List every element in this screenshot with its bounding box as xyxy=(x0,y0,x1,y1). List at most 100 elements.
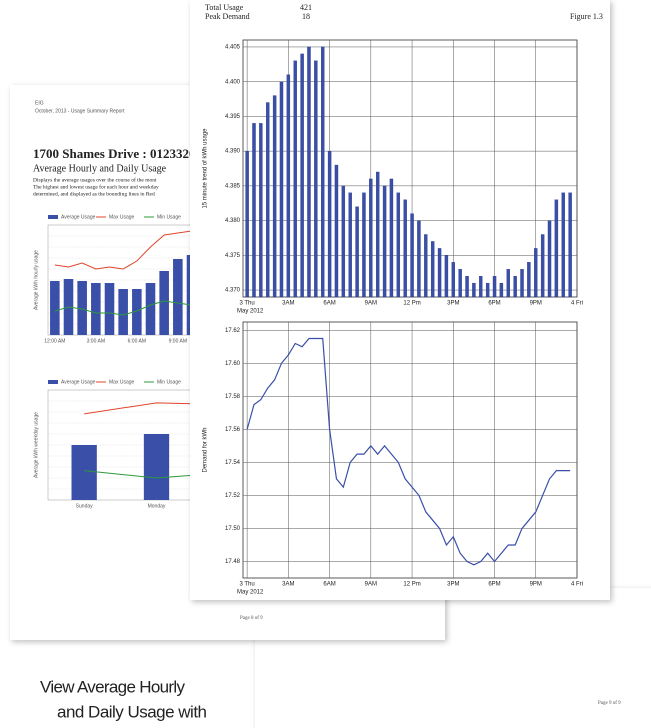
bar xyxy=(327,150,332,298)
peak-demand-label: Peak Demand xyxy=(205,12,250,21)
figure-label: Figure 1.3 xyxy=(570,12,603,21)
x-tick-label: 3PM xyxy=(447,582,459,588)
legend-label: Average Usage xyxy=(61,379,96,385)
bar xyxy=(334,164,339,298)
bar xyxy=(499,282,504,298)
bar xyxy=(104,283,115,335)
bar xyxy=(547,220,552,298)
bar xyxy=(341,185,346,298)
x-tick-label: 6AM xyxy=(323,301,335,307)
y-tick-label: 17.58 xyxy=(225,394,241,400)
y-axis-label: Demand for kWh xyxy=(203,427,209,472)
bar xyxy=(50,281,60,335)
x-tick-label: 3AM xyxy=(282,301,294,307)
bar xyxy=(286,74,291,298)
total-usage: 421 xyxy=(300,3,312,12)
bar xyxy=(307,46,311,298)
bar xyxy=(245,150,249,298)
x-tick-label: 3 Thu xyxy=(240,301,255,307)
bar xyxy=(321,46,325,298)
legend-swatch xyxy=(48,380,58,384)
paragraph-line: Displays the average usages over the cou… xyxy=(33,176,157,183)
bar xyxy=(77,281,87,335)
bar xyxy=(424,234,428,298)
x-tick-label: 6PM xyxy=(488,301,500,307)
x-tick-label: 9AM xyxy=(365,582,377,588)
bar xyxy=(561,192,565,298)
paragraph-line: determined, and displayed as the boundin… xyxy=(33,191,155,197)
plot-area xyxy=(242,321,578,579)
x-tick-label: 12:00 AM xyxy=(44,338,65,344)
y-axis-label: 15 minute trend of kWh usage xyxy=(203,128,209,209)
bar xyxy=(417,220,421,298)
bar xyxy=(266,102,270,298)
x-tick-label: Monday xyxy=(148,503,166,509)
x-tick-label: 3 Thu xyxy=(240,582,255,588)
paragraph-line: The highest and lowest usage for each ho… xyxy=(33,183,159,190)
bar xyxy=(451,262,455,298)
bar xyxy=(472,282,476,298)
x-tick-label: 3AM xyxy=(282,582,294,588)
bar xyxy=(403,199,407,298)
legend-label: Max Usage xyxy=(109,214,135,220)
bar xyxy=(444,255,449,298)
bar xyxy=(272,95,277,298)
company: EIG xyxy=(35,100,44,106)
bar xyxy=(520,269,524,298)
bar xyxy=(118,289,128,335)
bar xyxy=(369,178,373,298)
demand-line xyxy=(246,337,571,566)
bar xyxy=(479,276,483,298)
page-number: Page 9 of 9 xyxy=(598,701,621,706)
bar xyxy=(437,248,442,298)
bar xyxy=(492,276,497,298)
bar xyxy=(259,123,263,298)
bar xyxy=(173,259,183,335)
bar xyxy=(465,276,469,298)
legend-label: Min Usage xyxy=(157,379,181,385)
x-tick-label: 12 Pm xyxy=(403,582,420,588)
x-tick-label: 4 Fri xyxy=(571,301,583,307)
legend-label: Min Usage xyxy=(157,214,181,220)
bar xyxy=(355,206,359,298)
caption-line: and Daily Usage with xyxy=(57,702,207,721)
y-tick-label: 4.405 xyxy=(225,45,241,51)
bar xyxy=(534,248,538,298)
y-tick-label: 17.48 xyxy=(225,559,241,565)
x-tick-label: 3PM xyxy=(447,301,459,307)
min-line xyxy=(54,300,206,316)
bar xyxy=(568,192,572,298)
y-tick-label: 4.375 xyxy=(225,253,241,259)
heading: 1700 Shames Drive : 01233206 xyxy=(33,146,202,161)
bar xyxy=(554,199,559,298)
x-tick-label: 9AM xyxy=(365,301,377,307)
y-tick-label: 4.395 xyxy=(225,114,241,120)
peak-demand: 18 xyxy=(302,12,310,21)
bar xyxy=(527,262,531,298)
bar xyxy=(279,81,284,298)
x-tick-label: 3:00 AM xyxy=(87,338,105,344)
bar xyxy=(300,53,304,298)
legend-swatch xyxy=(48,215,58,219)
bar xyxy=(252,123,256,298)
y-tick-label: 17.54 xyxy=(225,460,241,466)
legend-label: Average Usage xyxy=(61,214,96,220)
y-axis-label: Average kWh weekday usage xyxy=(33,412,39,478)
report-title: October, 2013 - Usage Summary Report xyxy=(35,108,125,114)
bar xyxy=(348,192,352,298)
bar xyxy=(382,185,387,298)
y-tick-label: 17.56 xyxy=(225,427,241,433)
bar xyxy=(143,434,170,500)
bar xyxy=(430,241,435,298)
front-content: Total Usage 421 Peak Demand 18 Figure 1.3 4.3… xyxy=(203,3,603,596)
subheading: Average Hourly and Daily Usage xyxy=(33,163,167,174)
bar xyxy=(396,192,401,298)
x-tick-label: 6:00 AM xyxy=(128,338,146,344)
x-axis-label: May 2012 xyxy=(237,309,264,315)
legend-label: Max Usage xyxy=(109,379,135,385)
bar xyxy=(389,178,394,298)
x-tick-label: 12 Pm xyxy=(403,301,420,307)
bar xyxy=(362,192,366,298)
bar xyxy=(458,269,462,298)
x-tick-label: Sunday xyxy=(76,503,93,509)
